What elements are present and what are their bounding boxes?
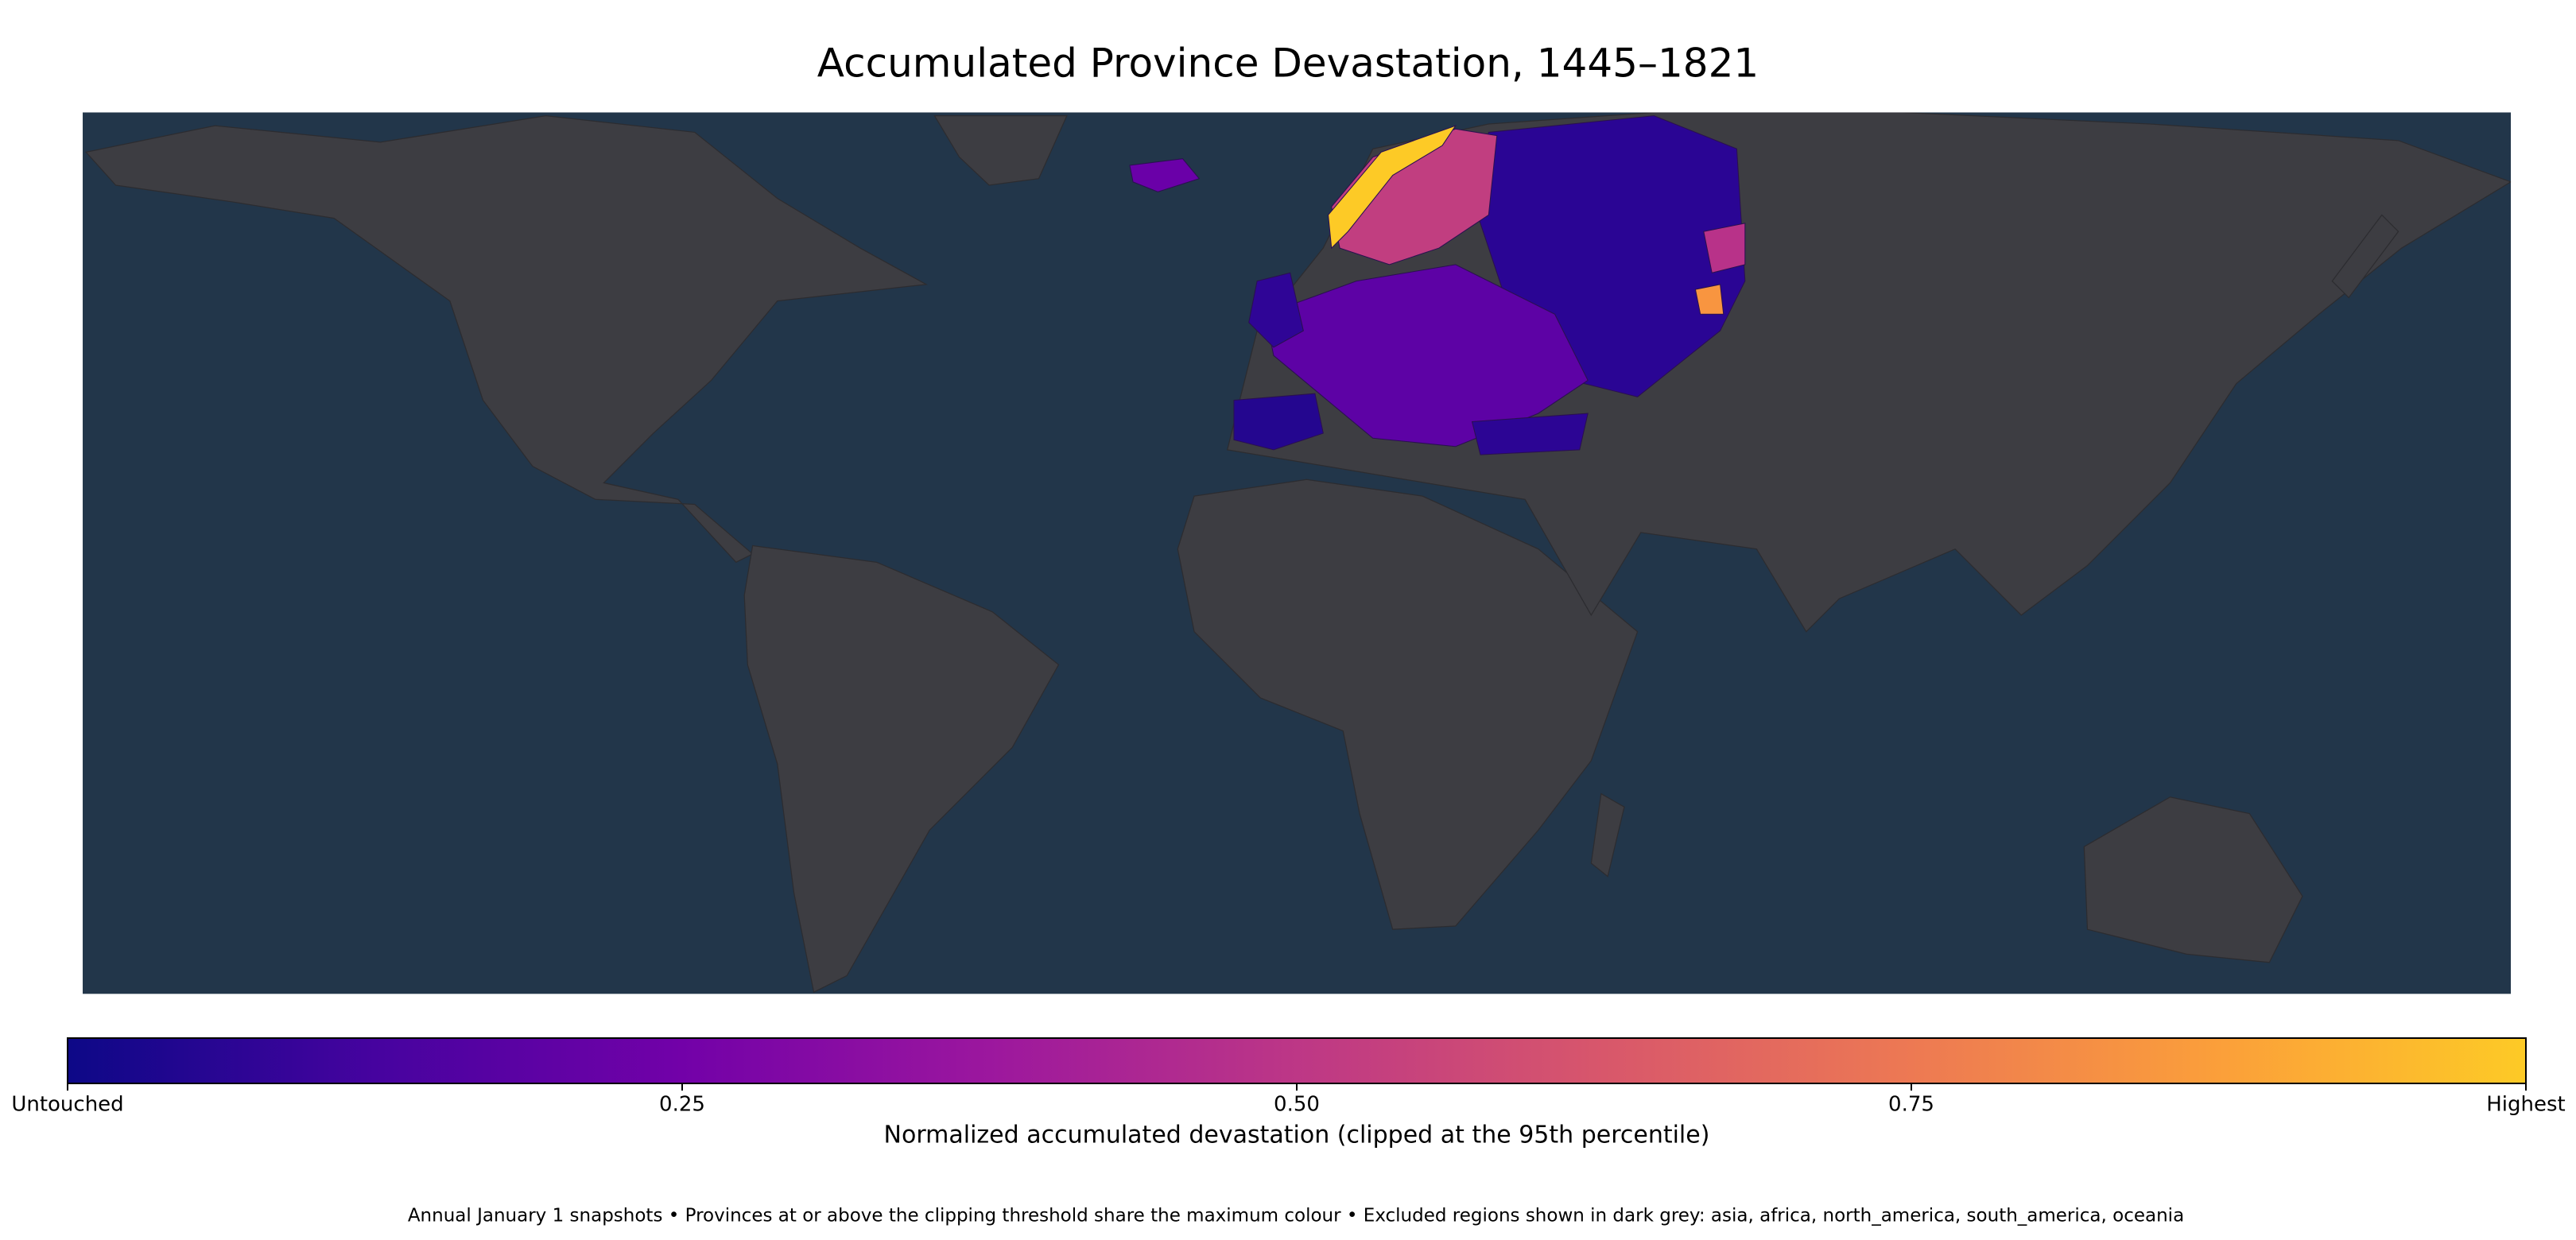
norway-coast: [1328, 125, 1457, 250]
central-europe-region: [1264, 264, 1589, 448]
south-america: [743, 544, 1060, 994]
map: [83, 112, 2512, 994]
north-america: [84, 114, 929, 564]
anatolia-region: [1471, 413, 1589, 455]
madagascar: [1590, 792, 1625, 878]
greenland: [933, 115, 1068, 186]
iberia-region: [1233, 393, 1324, 451]
footnote: Annual January 1 snapshots • Provinces a…: [408, 1206, 2184, 1226]
colorbar-tick-label: Untouched: [11, 1093, 123, 1117]
colorbar: [67, 1037, 2527, 1084]
japan: [2331, 214, 2399, 299]
volga-region: [1694, 284, 1724, 315]
colorbar-label: Normalized accumulated devastation (clip…: [884, 1122, 1710, 1149]
australia: [2083, 796, 2303, 963]
africa: [1177, 479, 1639, 930]
chart-title: Accumulated Province Devastation, 1445–1…: [817, 41, 1759, 87]
colorbar-tick-label: 0.50: [1274, 1093, 1320, 1117]
iceland-region: [1129, 158, 1201, 192]
colorbar-tick-label: Highest: [2486, 1093, 2566, 1117]
colorbar-tick-label: 0.75: [1888, 1093, 1934, 1117]
british-isles-region: [1248, 272, 1304, 348]
colorbar-tick-label: 0.25: [659, 1093, 705, 1117]
muscovy-east: [1703, 223, 1746, 273]
